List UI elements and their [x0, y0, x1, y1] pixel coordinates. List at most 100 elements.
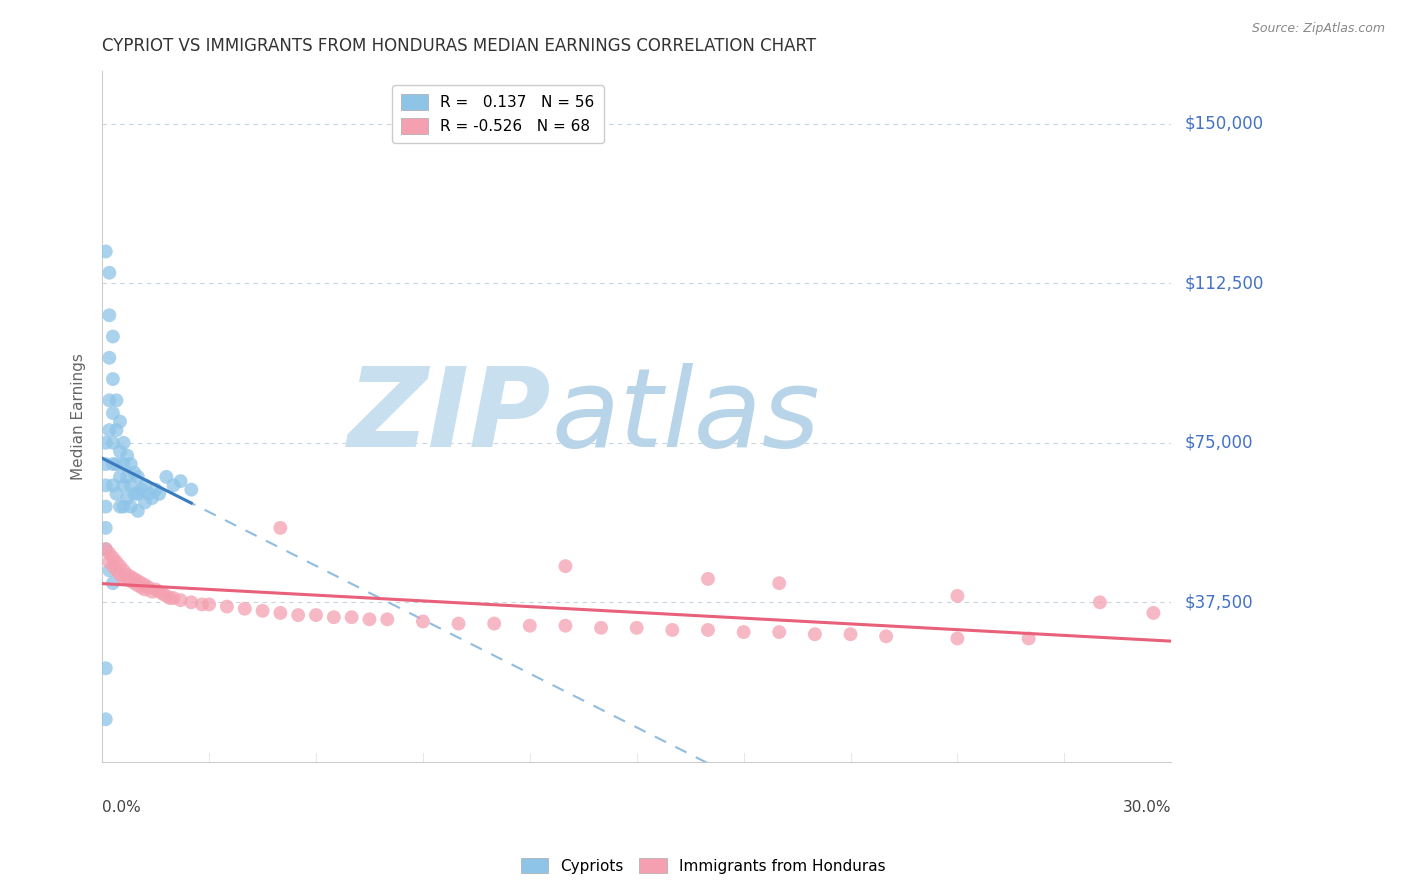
Point	[946, 632, 969, 646]
Point	[108, 470, 131, 484]
Point	[94, 542, 117, 557]
Point	[138, 581, 160, 595]
Point	[131, 581, 153, 595]
Point	[145, 483, 167, 497]
Point	[115, 572, 138, 586]
Point	[554, 559, 576, 574]
Point	[94, 478, 117, 492]
Point	[134, 495, 156, 509]
Point	[124, 466, 146, 480]
Point	[252, 604, 274, 618]
Point	[101, 576, 124, 591]
Point	[162, 478, 184, 492]
Point	[661, 623, 683, 637]
Point	[159, 591, 181, 605]
Point	[108, 567, 131, 582]
Point	[697, 623, 720, 637]
Point	[287, 608, 309, 623]
Point	[591, 621, 613, 635]
Text: atlas: atlas	[551, 363, 820, 470]
Point	[108, 559, 131, 574]
Point	[768, 576, 790, 591]
Point	[112, 435, 135, 450]
Point	[115, 449, 138, 463]
Point	[148, 487, 170, 501]
Point	[127, 578, 149, 592]
Point	[519, 618, 541, 632]
Point	[162, 591, 184, 605]
Point	[1142, 606, 1164, 620]
Point	[169, 474, 191, 488]
Point	[554, 618, 576, 632]
Point	[98, 423, 121, 437]
Point	[108, 415, 131, 429]
Point	[108, 444, 131, 458]
Point	[98, 266, 121, 280]
Point	[98, 308, 121, 322]
Point	[169, 593, 191, 607]
Point	[733, 625, 755, 640]
Point	[115, 470, 138, 484]
Point	[269, 521, 291, 535]
Point	[191, 598, 214, 612]
Point	[1088, 595, 1111, 609]
Point	[115, 567, 138, 582]
Legend: Cypriots, Immigrants from Honduras: Cypriots, Immigrants from Honduras	[515, 852, 891, 880]
Point	[115, 491, 138, 505]
Point	[101, 406, 124, 420]
Point	[120, 574, 142, 588]
Point	[101, 372, 124, 386]
Point	[105, 555, 128, 569]
Text: ZIP: ZIP	[347, 363, 551, 470]
Point	[946, 589, 969, 603]
Point	[180, 483, 202, 497]
Point	[112, 478, 135, 492]
Point	[98, 351, 121, 365]
Point	[233, 601, 256, 615]
Point	[131, 576, 153, 591]
Point	[155, 589, 177, 603]
Point	[482, 616, 505, 631]
Point	[305, 608, 328, 623]
Point	[134, 578, 156, 592]
Point	[697, 572, 720, 586]
Point	[127, 504, 149, 518]
Point	[94, 244, 117, 259]
Point	[94, 712, 117, 726]
Point	[124, 572, 146, 586]
Text: CYPRIOT VS IMMIGRANTS FROM HONDURAS MEDIAN EARNINGS CORRELATION CHART: CYPRIOT VS IMMIGRANTS FROM HONDURAS MEDI…	[103, 37, 817, 55]
Point	[101, 457, 124, 471]
Point	[875, 629, 897, 643]
Point	[105, 423, 128, 437]
Point	[108, 500, 131, 514]
Point	[1018, 632, 1040, 646]
Point	[340, 610, 363, 624]
Point	[105, 563, 128, 577]
Point	[148, 584, 170, 599]
Point	[98, 555, 121, 569]
Point	[120, 570, 142, 584]
Point	[839, 627, 862, 641]
Point	[94, 521, 117, 535]
Point	[141, 584, 163, 599]
Point	[112, 457, 135, 471]
Point	[131, 483, 153, 497]
Point	[141, 491, 163, 505]
Legend: R =   0.137   N = 56, R = -0.526   N = 68: R = 0.137 N = 56, R = -0.526 N = 68	[392, 86, 605, 144]
Point	[101, 550, 124, 565]
Point	[180, 595, 202, 609]
Point	[120, 457, 142, 471]
Point	[112, 563, 135, 577]
Point	[804, 627, 827, 641]
Point	[124, 487, 146, 501]
Point	[105, 457, 128, 471]
Point	[322, 610, 344, 624]
Text: $150,000: $150,000	[1185, 115, 1264, 133]
Point	[269, 606, 291, 620]
Point	[198, 598, 221, 612]
Point	[215, 599, 238, 614]
Point	[98, 563, 121, 577]
Point	[105, 487, 128, 501]
Point	[447, 616, 470, 631]
Point	[94, 500, 117, 514]
